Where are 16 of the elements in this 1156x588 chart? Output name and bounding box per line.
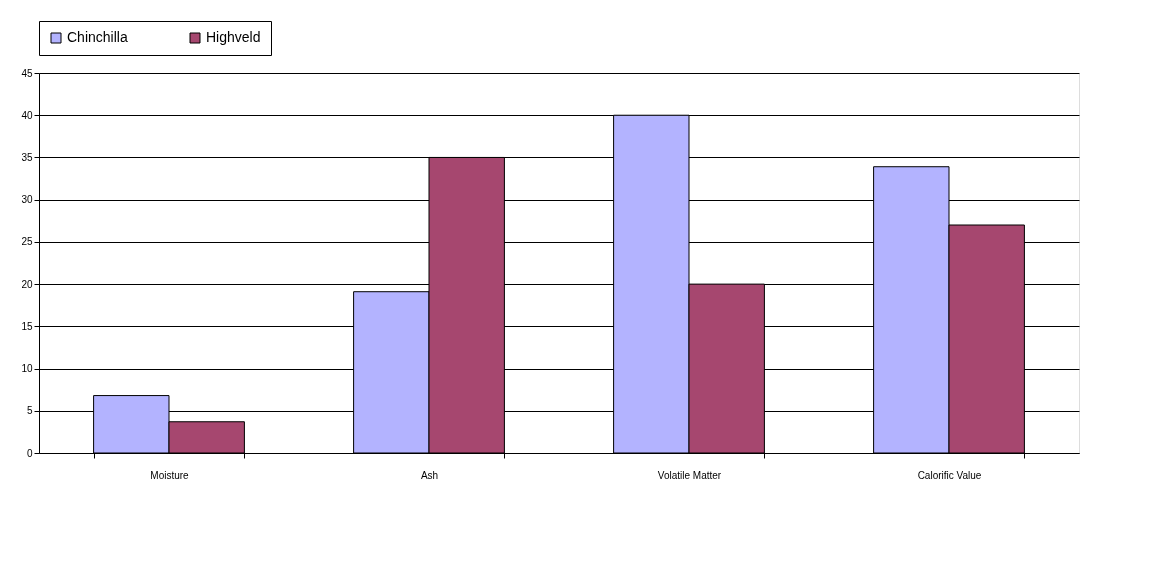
y-tick-label: 15	[21, 320, 33, 332]
x-tick-label: Volatile Matter	[657, 469, 722, 481]
legend-label: Highveld	[206, 29, 261, 45]
y-tick-label: 10	[21, 363, 33, 375]
legend-label: Chinchilla	[67, 29, 128, 45]
y-tick-label: 20	[21, 278, 33, 290]
y-tick-label: 0	[26, 447, 33, 459]
y-tick-label: 30	[21, 194, 33, 206]
y-tick-label: 40	[21, 109, 33, 121]
y-tick-label: 5	[26, 405, 33, 417]
x-tick-label: Ash	[420, 469, 439, 481]
x-tick-label: Calorific Value	[917, 469, 982, 481]
y-tick-label: 35	[21, 151, 33, 163]
y-tick-label: 25	[21, 236, 33, 248]
y-tick-label: 45	[21, 67, 33, 79]
x-tick-label: Moisture	[150, 469, 190, 481]
